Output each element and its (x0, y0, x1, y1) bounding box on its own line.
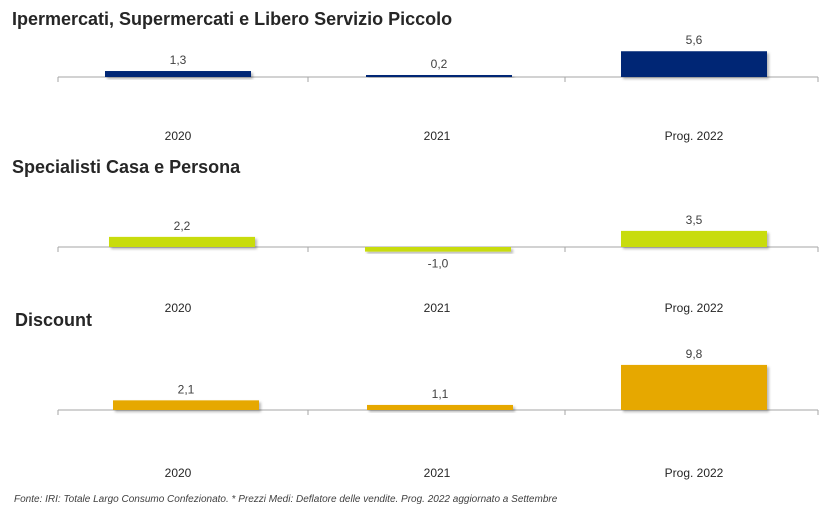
bar-prog-2022 (621, 51, 767, 77)
data-label: 3,5 (686, 213, 703, 227)
x-tick-label: Prog. 2022 (665, 466, 724, 480)
x-tick-label: 2021 (424, 301, 451, 315)
data-label: 5,6 (686, 33, 703, 47)
data-label: 1,1 (432, 387, 449, 401)
bar-2021 (367, 404, 513, 410)
panel-title-discount: Discount (15, 310, 93, 330)
x-tick-label: 2020 (165, 129, 192, 143)
bar-2020 (113, 400, 259, 410)
bar-2021 (366, 75, 512, 77)
x-tick-label: 2021 (424, 466, 451, 480)
data-label: -1,0 (428, 257, 449, 271)
x-tick-label: Prog. 2022 (665, 301, 724, 315)
bar-2020 (109, 236, 255, 247)
bar-2021 (365, 247, 511, 252)
x-tick-label: 2021 (424, 129, 451, 143)
source-note: Fonte: IRI: Totale Largo Consumo Confezi… (14, 494, 558, 505)
x-tick-label: 2020 (165, 301, 192, 315)
bar-prog-2022 (621, 364, 767, 410)
data-label: 0,2 (431, 57, 448, 71)
data-label: 9,8 (686, 347, 703, 361)
x-tick-label: 2020 (165, 466, 192, 480)
data-label: 1,3 (170, 53, 187, 67)
panel-title-ipermercati: Ipermercati, Supermercati e Libero Servi… (12, 9, 453, 29)
bar-2020 (105, 71, 251, 77)
data-label: 2,1 (178, 382, 195, 396)
panel-title-specialisti: Specialisti Casa e Persona (12, 157, 241, 177)
x-tick-label: Prog. 2022 (665, 129, 724, 143)
bar-prog-2022 (621, 230, 767, 247)
data-label: 2,2 (174, 219, 191, 233)
